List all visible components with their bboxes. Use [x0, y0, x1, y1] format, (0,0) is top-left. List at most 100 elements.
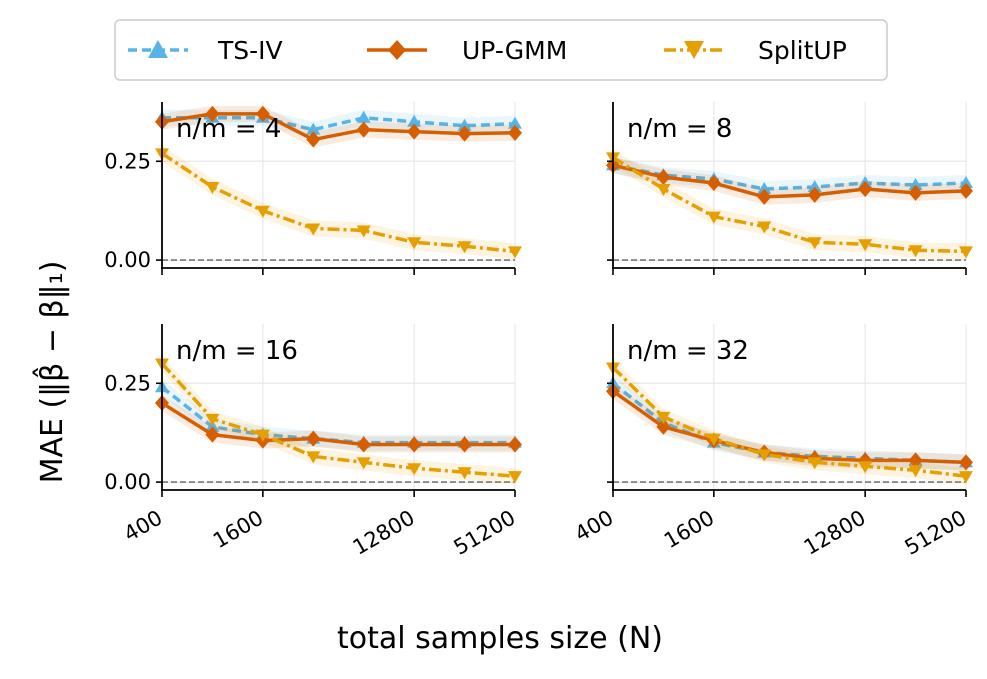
legend-entry-splitup: SplitUP [664, 36, 847, 65]
legend-frame [114, 19, 888, 81]
data-point-splitup [656, 411, 671, 424]
x-tick-label: 400 [120, 506, 167, 547]
data-point-up-gmm [407, 123, 422, 140]
data-point-ts-iv [407, 114, 422, 127]
data-point-splitup [757, 221, 772, 234]
data-point-splitup [656, 183, 671, 196]
series-line-up-gmm [611, 389, 967, 465]
data-point-splitup [356, 457, 371, 470]
legend: TS-IV UP-GMM SplitUP [114, 19, 888, 81]
data-point-ts-iv [356, 110, 371, 123]
x-tick-label: 51200 [450, 506, 520, 560]
data-point-up-gmm [807, 186, 822, 203]
y-tick-label: 0.00 [104, 470, 151, 494]
data-point-splitup [508, 246, 522, 259]
confidence-band-ts-iv [613, 157, 966, 197]
series-splitup [606, 359, 973, 485]
data-point-up-gmm [205, 105, 220, 122]
data-point-splitup [959, 246, 973, 259]
data-point-up-gmm [757, 188, 772, 205]
data-point-up-gmm [908, 452, 923, 469]
panel-1: 0.00 0.25 n/m = 4 [104, 102, 522, 275]
panels: 0.00 0.25 n/m = 4 n/m = 8 0.00 0.25 400 1600 128… [104, 102, 973, 560]
data-point-splitup [508, 471, 522, 484]
panel-2: n/m = 8 [606, 102, 973, 275]
data-point-up-gmm [959, 454, 973, 471]
data-point-up-gmm [656, 169, 671, 186]
panel-3: 0.00 0.25 400 1600 12800 51200 n/m = 16 [104, 324, 522, 560]
data-point-splitup [356, 225, 371, 238]
data-point-splitup [407, 237, 422, 250]
y-tick-label: 0.25 [104, 371, 151, 395]
data-point-splitup [908, 465, 923, 478]
data-point-ts-iv [457, 118, 472, 131]
diamond-icon [388, 40, 406, 60]
series-line-splitup [161, 151, 516, 254]
y-tick-label: 0.00 [104, 248, 151, 272]
data-point-up-gmm [858, 180, 873, 197]
x-tick-label: 51200 [901, 506, 971, 560]
series-line-splitup [160, 362, 516, 478]
x-tick-label: 1600 [209, 506, 267, 554]
data-point-up-gmm [508, 436, 522, 453]
data-point-ts-iv [508, 116, 522, 129]
panel-label: n/m = 32 [627, 336, 749, 366]
data-point-splitup [858, 461, 873, 474]
data-point-splitup [807, 457, 822, 470]
data-point-up-gmm [959, 182, 973, 199]
data-point-splitup [858, 239, 873, 252]
data-point-up-gmm [656, 418, 671, 435]
triangle-down-icon [684, 41, 704, 59]
series-line-up-gmm [161, 112, 516, 142]
x-tick-label: 12800 [349, 506, 419, 560]
confidence-band-up-gmm [162, 105, 515, 148]
data-point-ts-iv [807, 179, 822, 192]
legend-label-splitup: SplitUP [758, 36, 847, 65]
data-point-splitup [407, 463, 422, 476]
y-axis-title: MAE (‖β̂ − β‖₁) [32, 261, 70, 484]
x-axis-title: total samples size (N) [337, 621, 663, 656]
data-point-up-gmm [356, 121, 371, 138]
confidence-band-splitup [613, 149, 966, 260]
data-point-splitup [306, 223, 321, 236]
data-point-up-gmm [457, 436, 472, 453]
panel-label: n/m = 8 [627, 114, 732, 144]
confidence-band-up-gmm [613, 157, 966, 205]
series-line-splitup [612, 155, 967, 254]
data-point-ts-iv [959, 176, 973, 189]
legend-label-ts-iv: TS-IV [217, 36, 283, 65]
data-point-up-gmm [255, 105, 270, 122]
data-point-up-gmm [407, 436, 422, 453]
panel-label: n/m = 16 [176, 336, 298, 366]
series-splitup [155, 145, 522, 260]
data-point-up-gmm [306, 430, 321, 447]
legend-entry-up-gmm: UP-GMM [367, 36, 567, 65]
series-line-ts-iv [612, 163, 967, 191]
data-point-splitup [306, 451, 321, 464]
data-point-splitup [457, 467, 472, 480]
data-point-up-gmm [306, 131, 321, 148]
data-point-splitup [205, 413, 220, 426]
data-point-splitup [255, 205, 270, 218]
series-up-gmm [155, 105, 522, 148]
triangle-up-icon [148, 40, 168, 58]
panel-label: n/m = 4 [176, 114, 281, 144]
series-line-up-gmm [612, 163, 967, 199]
data-point-up-gmm [706, 175, 721, 192]
legend-label-up-gmm: UP-GMM [462, 36, 567, 65]
data-point-ts-iv [908, 178, 923, 190]
panel-4: 400 1600 12800 51200 n/m = 32 [571, 324, 973, 560]
data-point-splitup [807, 237, 822, 250]
confidence-band-splitup [162, 145, 515, 260]
data-point-splitup [757, 449, 772, 462]
data-point-splitup [706, 211, 721, 224]
x-tick-label: 12800 [800, 506, 870, 560]
data-point-splitup [908, 245, 923, 258]
data-point-up-gmm [457, 125, 472, 142]
data-point-splitup [706, 433, 721, 446]
data-point-splitup [205, 181, 220, 194]
data-point-up-gmm [508, 124, 522, 141]
data-point-up-gmm [908, 184, 923, 201]
data-point-ts-iv [757, 181, 772, 194]
